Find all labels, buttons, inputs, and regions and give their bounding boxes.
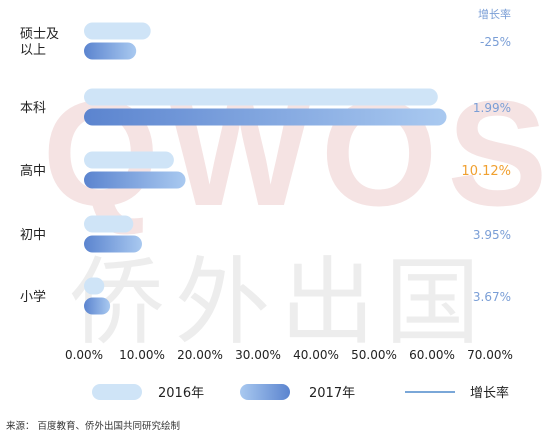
- growth-rate-label: 10.12%: [461, 164, 511, 179]
- x-tick-label: 50.00%: [351, 348, 397, 362]
- legend-swatch-2017: [240, 384, 290, 400]
- x-tick-label: 60.00%: [409, 348, 455, 362]
- growth-rate-label: 3.67%: [473, 290, 511, 304]
- bar-2017: [84, 297, 111, 315]
- bar-2017: [84, 235, 142, 253]
- x-tick-label: 30.00%: [235, 348, 281, 362]
- growth-rate-header: 增长率: [478, 7, 511, 21]
- x-tick-label: 40.00%: [293, 348, 339, 362]
- category-label: 本科: [20, 101, 46, 116]
- legend-label-2017: 2017年: [309, 386, 355, 401]
- x-tick-label: 20.00%: [177, 348, 223, 362]
- bar-2016: [84, 151, 174, 169]
- legend-swatch-2016: [92, 384, 142, 400]
- x-tick-label: 0.00%: [65, 348, 103, 362]
- growth-rate-label: 1.99%: [473, 101, 511, 115]
- legend-label-2016: 2016年: [158, 386, 204, 401]
- x-tick-label: 10.00%: [119, 348, 165, 362]
- category-label: 初中: [20, 228, 46, 243]
- category-label: 小学: [20, 289, 46, 305]
- bar-2016: [84, 215, 134, 233]
- bar-2016: [84, 277, 105, 295]
- bar-2017: [84, 108, 447, 126]
- bar-2017: [84, 171, 186, 189]
- bar-2017: [84, 42, 137, 60]
- growth-rate-label: 3.95%: [473, 228, 511, 242]
- growth-rate-label: -25%: [480, 35, 511, 49]
- legend-label-growth: 增长率: [470, 385, 509, 401]
- category-label: 硕士及以上: [20, 27, 59, 58]
- x-tick-label: 70.00%: [467, 348, 513, 362]
- category-label: 高中: [20, 163, 46, 179]
- bar-2016: [84, 22, 151, 40]
- bar-2016: [84, 88, 438, 106]
- source-note: 来源： 百度教育、侨外出国共同研究绘制: [6, 421, 181, 432]
